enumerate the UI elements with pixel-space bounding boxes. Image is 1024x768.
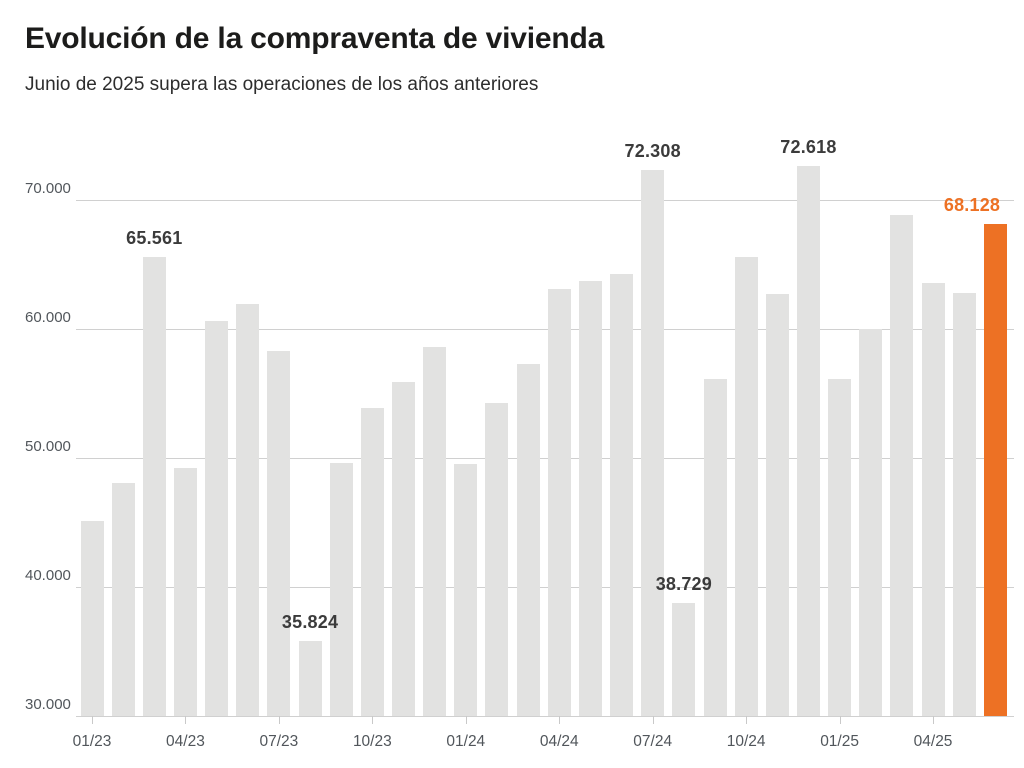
bar-07/24 [641,170,665,716]
x-axis-tick [465,716,467,724]
bar-03/25 [890,215,914,716]
bar-value-label-08/24: 38.729 [655,574,712,595]
y-axis-label: 70.000 [25,180,71,197]
bar-03/24 [516,363,540,716]
bar-11/23 [392,381,415,716]
bar-value-label-07/24: 72.308 [624,141,681,162]
chart-title: Evolución de la compraventa de vivienda [25,22,605,55]
gridline-60.000 [76,329,1014,330]
bar-08/24 [672,603,696,716]
bar-02/24 [485,402,509,716]
x-axis-tick [933,716,935,724]
bar-10/23 [360,407,384,716]
x-axis-label: 07/24 [633,733,673,750]
x-axis-label: 01/23 [72,733,112,750]
x-axis-label: 01/24 [446,733,486,750]
y-axis-label: 30.000 [25,696,71,713]
bar-01/25 [828,379,852,716]
bar-07/23 [267,350,291,716]
x-axis-label: 04/25 [913,733,953,750]
bar-12/24 [796,166,820,716]
bar-01/23 [80,521,104,716]
bar-05/24 [578,281,602,716]
bar-06/25 [983,224,1007,716]
x-axis-tick [746,716,748,724]
bar-value-label-06/25: 68.128 [943,195,1001,216]
y-axis-label: 60.000 [25,309,71,326]
bar-02/25 [859,329,883,716]
bar-05/23 [205,321,229,716]
bar-10/24 [734,256,758,716]
gridline-70.000 [76,200,1014,201]
chart-subtitle: Junio de 2025 supera las operaciones de … [25,74,539,95]
x-axis-label: 10/23 [352,733,392,750]
x-axis-tick [278,716,280,724]
bar-04/24 [547,289,571,716]
bar-09/23 [329,463,353,716]
bar-11/24 [765,294,789,716]
x-axis-tick [839,716,841,724]
bar-08/23 [298,640,322,716]
x-axis-tick [559,716,561,724]
x-axis-label: 01/25 [820,733,859,750]
gridline-40.000 [76,587,1014,588]
bar-02/23 [111,482,135,716]
x-axis-tick [652,716,654,724]
bar-09/24 [703,379,727,716]
x-axis-label: 07/23 [259,733,299,750]
x-axis-label: 04/23 [166,733,205,750]
bar-value-label-08/23: 35.824 [281,611,339,632]
bar-04/25 [921,282,945,716]
bar-01/24 [454,464,478,716]
y-axis-label: 50.000 [25,438,71,455]
x-axis-tick [92,716,93,724]
x-axis-tick [185,716,187,724]
bar-value-label-03/23: 65.561 [126,228,183,249]
bar-value-label-12/24: 72.618 [780,137,837,158]
y-axis-label: 40.000 [25,567,71,584]
bar-03/23 [142,257,166,716]
gridline-50.000 [76,458,1014,459]
bar-06/23 [236,304,260,716]
bar-05/25 [952,292,976,716]
x-axis-label: 04/24 [539,733,579,750]
bar-12/23 [423,347,447,716]
gridline-30.000 [76,716,1014,717]
bar-06/24 [610,273,634,716]
x-axis-label: 10/24 [726,733,766,750]
x-axis-tick [372,716,374,724]
bar-04/23 [173,468,197,716]
